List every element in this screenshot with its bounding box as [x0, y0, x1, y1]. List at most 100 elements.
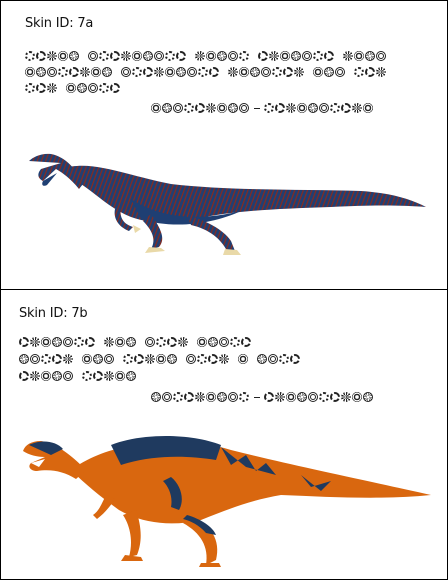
glyph-symbol	[291, 51, 301, 61]
glyph-symbol	[178, 337, 188, 347]
glyph-symbol	[154, 51, 164, 61]
glyph-symbol	[187, 67, 197, 77]
glyph-symbol	[104, 371, 114, 381]
dino-body	[71, 441, 431, 524]
glyph-symbol	[286, 392, 296, 402]
glyph-symbol	[167, 354, 177, 364]
glyph-symbol	[156, 354, 166, 364]
glyph-symbol	[123, 354, 133, 364]
glyph-symbol	[208, 337, 218, 347]
glyph-symbol	[239, 103, 249, 113]
glyph-symbol	[47, 51, 57, 61]
glyph-symbol	[324, 51, 334, 61]
glyph-text-line	[25, 82, 121, 94]
glyph-symbol	[352, 392, 362, 402]
glyph-symbol	[151, 392, 161, 402]
glyph-symbol	[197, 337, 207, 347]
glyph-symbol	[110, 83, 120, 93]
glyph-symbol	[365, 51, 375, 61]
glyph-symbol	[25, 67, 35, 77]
glyph-symbol	[126, 371, 136, 381]
glyph-symbol	[69, 67, 79, 77]
glyph-symbol	[376, 67, 386, 77]
dino-leg-front	[143, 214, 163, 249]
glyph-symbol	[195, 103, 205, 113]
glyph-symbol	[228, 51, 238, 61]
glyph-symbol	[206, 392, 216, 402]
dino-leg-rear	[183, 515, 218, 565]
glyph-symbol	[41, 354, 51, 364]
glyph-symbol	[363, 103, 373, 113]
glyph-symbol	[165, 67, 175, 77]
glyph-symbol	[99, 51, 109, 61]
glyph-symbol	[74, 337, 84, 347]
glyph-symbol	[156, 337, 166, 347]
glyph-symbol	[66, 83, 76, 93]
skin-panel-7a: Skin ID: 7a	[0, 0, 448, 290]
glyph-symbol	[19, 354, 29, 364]
glyph-symbol	[219, 337, 229, 347]
glyph-symbol	[228, 67, 238, 77]
glyph-symbol	[302, 51, 312, 61]
skin-id-label: Skin ID: 7b	[19, 306, 88, 321]
glyph-dash	[254, 107, 260, 109]
glyph-symbol	[80, 67, 90, 77]
glyph-symbol	[354, 67, 364, 77]
glyph-symbol	[241, 337, 251, 347]
glyph-symbol	[272, 67, 282, 77]
glyph-symbol	[238, 354, 248, 364]
glyph-symbol	[19, 337, 29, 347]
glyph-symbol	[69, 51, 79, 61]
glyph-symbol	[52, 337, 62, 347]
glyph-symbol	[308, 103, 318, 113]
glyph-symbol	[297, 392, 307, 402]
glyph-symbol	[104, 354, 114, 364]
glyph-symbol	[290, 354, 300, 364]
glyph-symbol	[41, 337, 51, 347]
glyph-symbol	[173, 103, 183, 113]
glyph-symbol	[36, 67, 46, 77]
glyph-symbol	[264, 103, 274, 113]
glyph-symbol	[184, 392, 194, 402]
glyph-symbol	[352, 103, 362, 113]
glyph-symbol	[283, 67, 293, 77]
glyph-symbol	[115, 371, 125, 381]
glyph-symbol	[230, 337, 240, 347]
glyph-symbol	[58, 51, 68, 61]
glyph-symbol	[197, 354, 207, 364]
glyph-symbol	[258, 51, 268, 61]
glyph-symbol	[173, 392, 183, 402]
glyph-symbol	[162, 392, 172, 402]
glyph-symbol	[219, 354, 229, 364]
glyph-symbol	[85, 337, 95, 347]
glyph-symbol	[41, 371, 51, 381]
glyph-symbol	[110, 51, 120, 61]
glyph-symbol	[279, 354, 289, 364]
glyph-symbol	[239, 51, 249, 61]
glyph-text-line	[25, 50, 387, 62]
glyph-symbol	[30, 354, 40, 364]
glyph-symbol	[239, 392, 249, 402]
glyph-symbol	[330, 392, 340, 402]
glyph-symbol	[52, 371, 62, 381]
glyph-symbol	[132, 67, 142, 77]
glyph-symbol	[217, 392, 227, 402]
glyph-symbol	[58, 67, 68, 77]
glyph-symbol	[88, 51, 98, 61]
glyph-symbol	[77, 83, 87, 93]
dinosaur-illustration-7b	[23, 436, 431, 567]
glyph-symbol	[269, 51, 279, 61]
glyph-symbol	[335, 67, 345, 77]
glyph-symbol	[63, 354, 73, 364]
glyph-symbol	[93, 354, 103, 364]
glyph-symbol	[313, 67, 323, 77]
glyph-symbol	[186, 354, 196, 364]
glyph-symbol	[93, 371, 103, 381]
glyph-symbol	[268, 354, 278, 364]
glyph-symbol	[324, 67, 334, 77]
glyph-symbol	[63, 371, 73, 381]
glyph-symbol	[280, 51, 290, 61]
glyph-symbol	[217, 51, 227, 61]
dinosaur-illustration-7a	[29, 153, 426, 255]
glyph-symbol	[264, 392, 274, 402]
